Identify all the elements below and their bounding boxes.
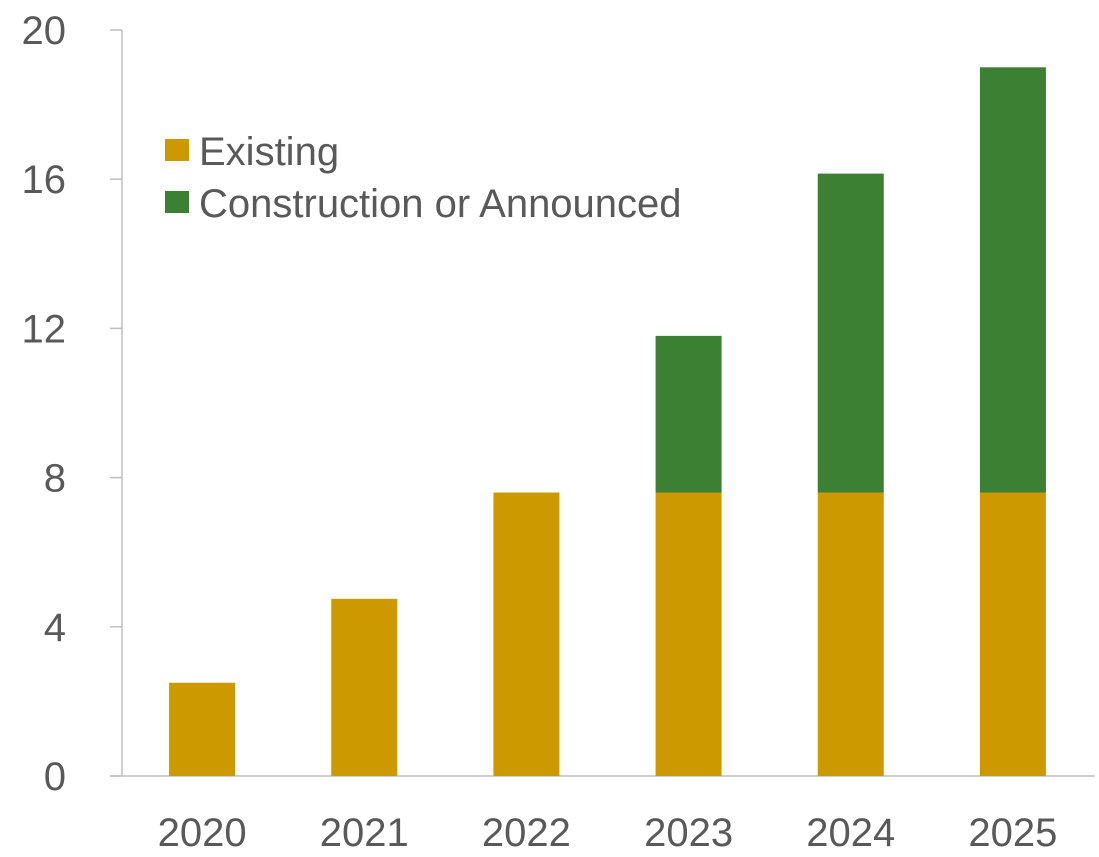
bar-existing-2022 bbox=[493, 492, 560, 776]
legend: Existing Construction or Announced bbox=[165, 130, 682, 226]
axes bbox=[110, 29, 1095, 777]
bar-existing-2020 bbox=[169, 682, 236, 776]
y-tick-label: 4 bbox=[44, 606, 66, 650]
bar-construction-2025 bbox=[979, 67, 1046, 493]
bar-construction-2023 bbox=[655, 335, 722, 493]
legend-label-construction: Construction or Announced bbox=[199, 182, 682, 226]
bars bbox=[169, 67, 1046, 776]
x-tick-label: 2023 bbox=[644, 811, 733, 852]
y-tick-label: 20 bbox=[22, 9, 67, 53]
x-tick-label: 2022 bbox=[482, 811, 571, 852]
bar-existing-2021 bbox=[331, 598, 398, 776]
y-tick-label: 16 bbox=[22, 158, 67, 202]
bar-existing-2023 bbox=[655, 492, 722, 776]
x-tick-label: 2020 bbox=[158, 811, 247, 852]
x-tick-label: 2024 bbox=[806, 811, 895, 852]
legend-swatch-construction bbox=[165, 191, 189, 213]
x-tick-label: 2025 bbox=[968, 811, 1057, 852]
x-tick-label: 2021 bbox=[320, 811, 409, 852]
bar-construction-2024 bbox=[817, 173, 884, 493]
legend-swatch-existing bbox=[165, 139, 189, 161]
y-tick-label: 0 bbox=[44, 755, 66, 799]
legend-label-existing: Existing bbox=[199, 130, 339, 174]
y-tick-label: 8 bbox=[44, 457, 66, 501]
bar-existing-2025 bbox=[979, 492, 1046, 776]
y-tick-label: 12 bbox=[22, 307, 67, 351]
bar-existing-2024 bbox=[817, 492, 884, 776]
